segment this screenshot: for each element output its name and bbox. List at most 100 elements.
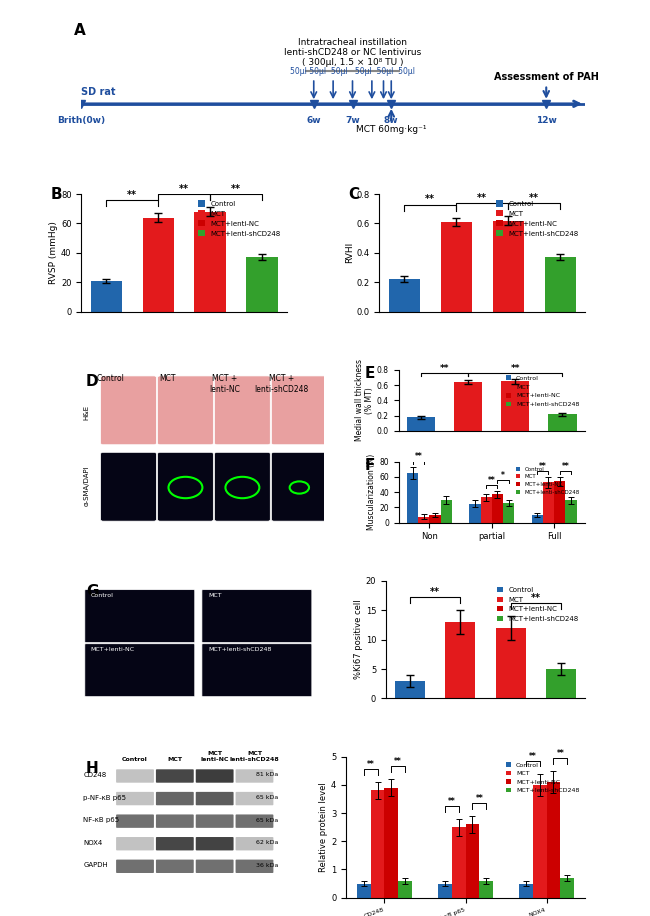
Text: Intratracheal instillation
lenti-shCD248 or NC lentivirus
( 300μl, 1.5 × 10⁸ TU : Intratracheal instillation lenti-shCD248… bbox=[284, 38, 421, 68]
Text: MCT
lenti-shCD248: MCT lenti-shCD248 bbox=[229, 751, 280, 762]
Text: **: ** bbox=[529, 192, 539, 202]
FancyBboxPatch shape bbox=[116, 859, 154, 873]
Y-axis label: Medial wall thickness
(% MT): Medial wall thickness (% MT) bbox=[354, 359, 374, 442]
Bar bbox=[549, 414, 577, 431]
Text: G: G bbox=[86, 584, 99, 599]
Text: 65 kDa: 65 kDa bbox=[256, 795, 278, 800]
Bar bbox=[389, 279, 420, 311]
FancyBboxPatch shape bbox=[196, 769, 233, 782]
FancyBboxPatch shape bbox=[196, 814, 233, 828]
Bar bbox=[560, 878, 574, 898]
Bar bbox=[438, 884, 452, 898]
Bar bbox=[480, 497, 492, 523]
Bar bbox=[547, 782, 560, 898]
Text: H: H bbox=[85, 761, 98, 776]
Bar bbox=[142, 218, 174, 311]
FancyBboxPatch shape bbox=[85, 644, 195, 697]
Text: C: C bbox=[348, 187, 359, 202]
Bar bbox=[546, 669, 576, 698]
FancyBboxPatch shape bbox=[202, 590, 312, 642]
Text: **: ** bbox=[430, 587, 440, 597]
FancyBboxPatch shape bbox=[196, 837, 233, 850]
FancyBboxPatch shape bbox=[156, 814, 194, 828]
Text: **: ** bbox=[477, 192, 488, 202]
Text: **: ** bbox=[425, 194, 436, 204]
Text: MCT: MCT bbox=[208, 593, 222, 597]
Bar bbox=[454, 382, 482, 431]
Bar bbox=[519, 884, 533, 898]
Bar bbox=[445, 622, 475, 698]
Legend: Control, MCT, MCT+lenti-NC, MCT+lenti-shCD248: Control, MCT, MCT+lenti-NC, MCT+lenti-sh… bbox=[504, 373, 582, 409]
Bar bbox=[543, 482, 554, 523]
Text: MCT +
lenti-shCD248: MCT + lenti-shCD248 bbox=[254, 375, 308, 394]
Text: p-NF-κB p65: p-NF-κB p65 bbox=[83, 794, 126, 801]
FancyBboxPatch shape bbox=[235, 859, 274, 873]
Text: **: ** bbox=[531, 594, 541, 604]
Text: *: * bbox=[501, 472, 505, 481]
Text: **: ** bbox=[556, 749, 564, 758]
FancyBboxPatch shape bbox=[202, 644, 312, 697]
Text: 7w: 7w bbox=[345, 115, 360, 125]
FancyBboxPatch shape bbox=[156, 791, 194, 805]
Bar bbox=[469, 504, 480, 523]
Text: D: D bbox=[86, 375, 99, 389]
Y-axis label: Muscularization (%): Muscularization (%) bbox=[367, 454, 376, 530]
Bar bbox=[566, 500, 577, 523]
Text: 81 kDa: 81 kDa bbox=[256, 772, 278, 778]
Text: **: ** bbox=[511, 364, 520, 373]
Text: Brith(0w): Brith(0w) bbox=[57, 115, 105, 125]
FancyBboxPatch shape bbox=[235, 814, 274, 828]
FancyBboxPatch shape bbox=[235, 791, 274, 805]
Legend: Control, MCT, MCT+lenti-NC, MCT+lenti-shCD248: Control, MCT, MCT+lenti-NC, MCT+lenti-sh… bbox=[514, 464, 582, 497]
Bar bbox=[441, 500, 452, 523]
Text: **: ** bbox=[475, 794, 483, 803]
Text: SD rat: SD rat bbox=[81, 87, 116, 97]
Bar bbox=[495, 627, 526, 698]
FancyBboxPatch shape bbox=[156, 859, 194, 873]
Text: A: A bbox=[73, 23, 85, 38]
Text: Control: Control bbox=[96, 375, 124, 384]
Text: NOX4: NOX4 bbox=[83, 840, 103, 845]
Legend: Control, MCT, MCT+lenti-NC, MCT+lenti-shCD248: Control, MCT, MCT+lenti-NC, MCT+lenti-sh… bbox=[504, 759, 582, 796]
Bar bbox=[492, 495, 503, 523]
Text: Control: Control bbox=[122, 758, 148, 762]
Bar bbox=[90, 281, 122, 311]
Y-axis label: RVHI: RVHI bbox=[344, 242, 354, 264]
Y-axis label: RVSP (mmHg): RVSP (mmHg) bbox=[49, 222, 58, 284]
Bar bbox=[465, 824, 479, 898]
Text: **: ** bbox=[395, 758, 402, 767]
Text: E: E bbox=[365, 366, 376, 381]
FancyBboxPatch shape bbox=[235, 769, 274, 782]
Text: **: ** bbox=[127, 190, 137, 200]
Text: 36 kDa: 36 kDa bbox=[256, 863, 278, 867]
Text: MCT: MCT bbox=[159, 375, 176, 384]
Text: CD248: CD248 bbox=[83, 772, 107, 778]
Text: B: B bbox=[51, 187, 62, 202]
FancyBboxPatch shape bbox=[272, 453, 327, 521]
FancyBboxPatch shape bbox=[196, 791, 233, 805]
FancyBboxPatch shape bbox=[214, 453, 270, 521]
Text: **: ** bbox=[367, 760, 374, 769]
Text: MCT: MCT bbox=[167, 758, 183, 762]
Bar bbox=[246, 257, 278, 311]
Bar bbox=[493, 221, 524, 311]
FancyBboxPatch shape bbox=[85, 590, 195, 642]
Bar bbox=[398, 881, 412, 898]
Bar bbox=[554, 482, 566, 523]
Text: **: ** bbox=[415, 453, 422, 462]
Text: **: ** bbox=[179, 184, 189, 194]
Bar bbox=[452, 827, 465, 898]
Text: α-SMA/DAPI: α-SMA/DAPI bbox=[84, 465, 90, 507]
FancyBboxPatch shape bbox=[116, 837, 154, 850]
Text: MCT+lenti-NC: MCT+lenti-NC bbox=[91, 647, 135, 651]
FancyBboxPatch shape bbox=[156, 769, 194, 782]
Text: **: ** bbox=[231, 184, 241, 194]
Text: **: ** bbox=[448, 797, 456, 806]
Text: **: ** bbox=[440, 364, 450, 373]
Bar bbox=[385, 788, 398, 898]
Legend: Control, MCT, MCT+lenti-NC, MCT+lenti-shCD248: Control, MCT, MCT+lenti-NC, MCT+lenti-sh… bbox=[195, 198, 283, 239]
FancyBboxPatch shape bbox=[196, 859, 233, 873]
Text: **: ** bbox=[539, 463, 547, 472]
FancyBboxPatch shape bbox=[116, 769, 154, 782]
Bar bbox=[441, 222, 472, 311]
